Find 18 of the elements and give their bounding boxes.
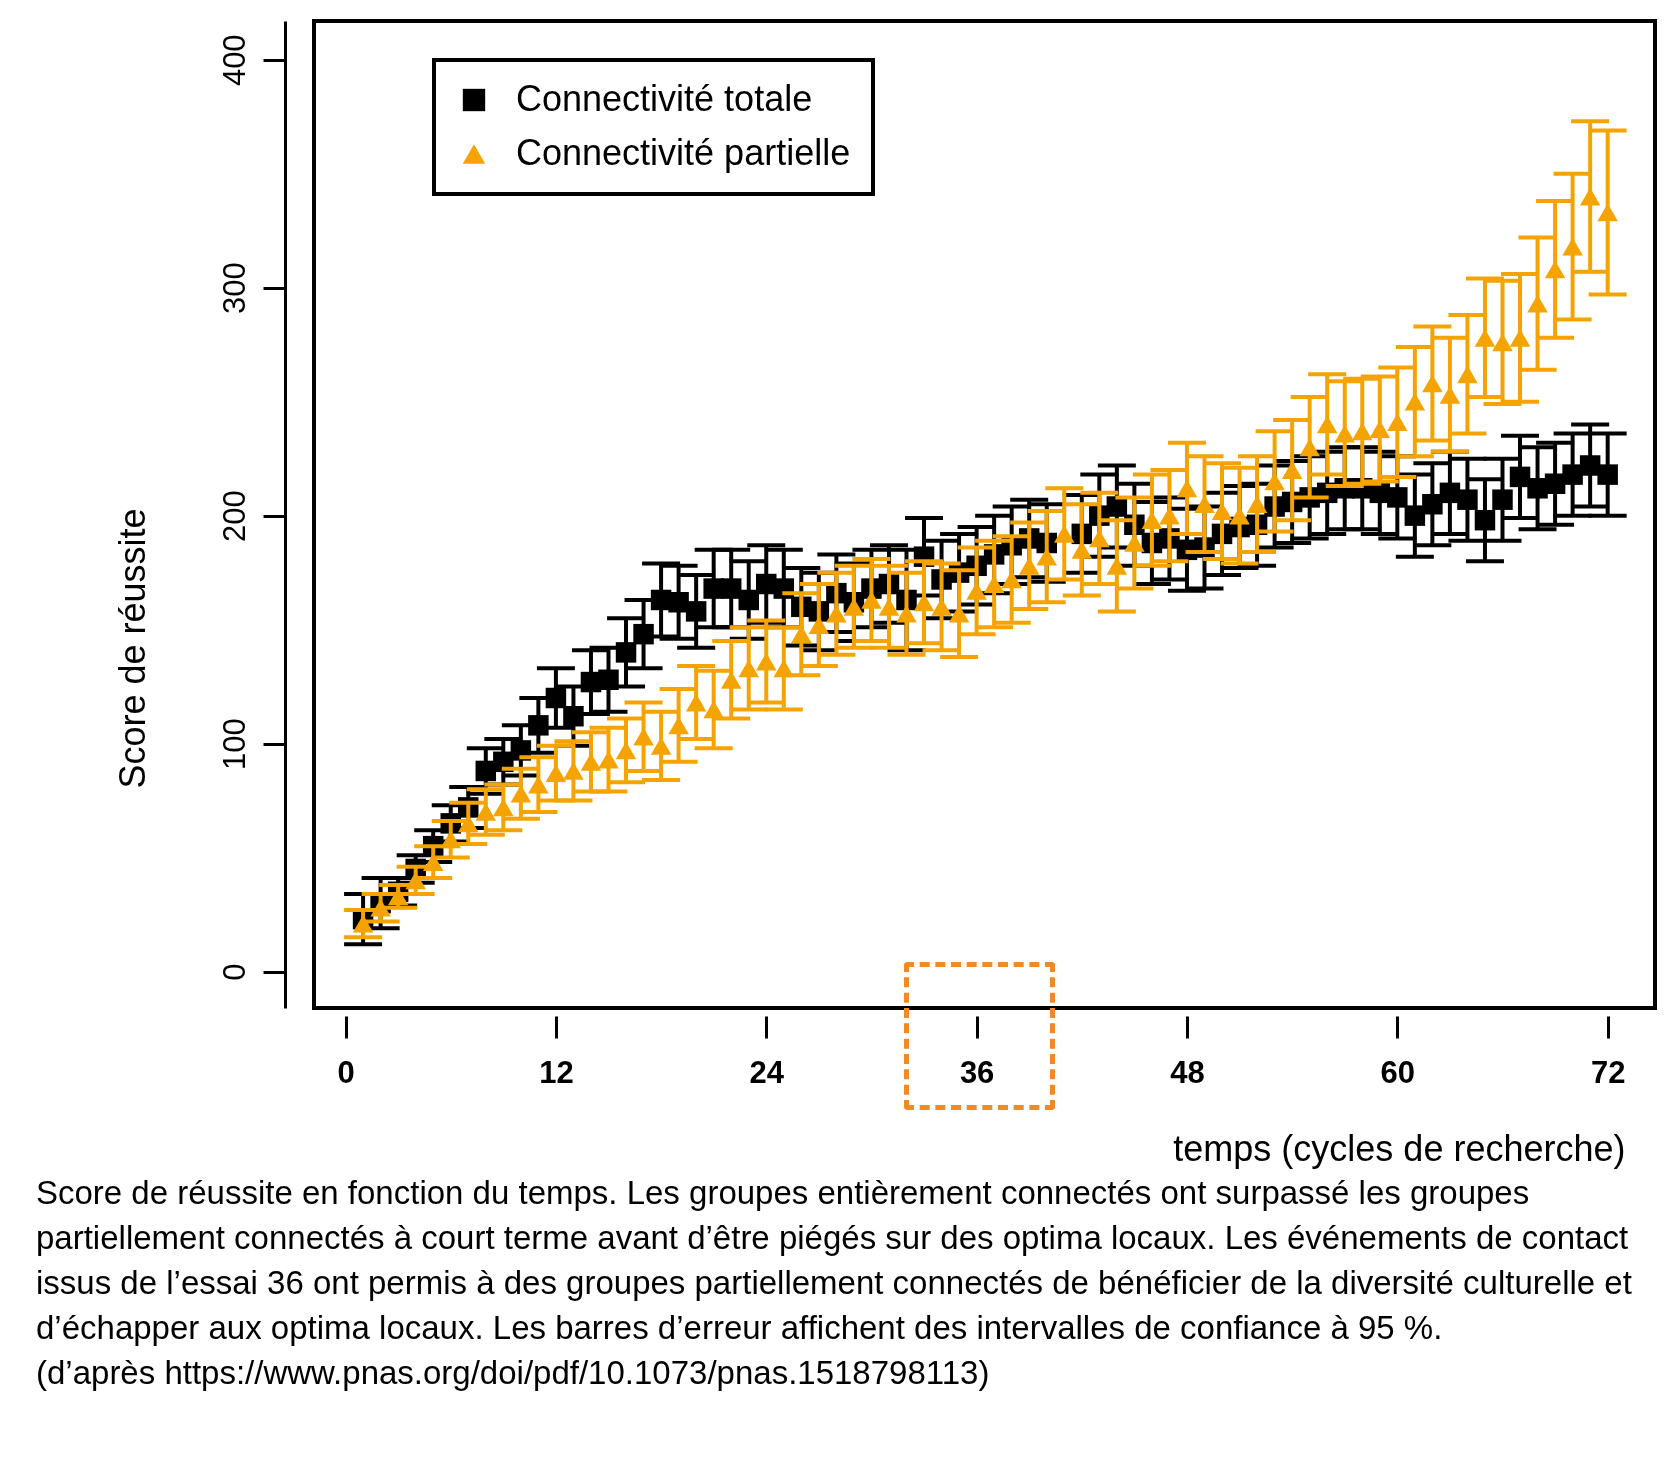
x-tick-label: 0 — [337, 1054, 355, 1090]
x-axis-title: temps (cycles de recherche) — [1173, 1127, 1626, 1169]
y-tick-label: 300 — [216, 262, 252, 315]
y-axis-title: Score de réussite — [111, 508, 153, 789]
y-tick-label: 200 — [216, 490, 252, 543]
x-tick-label: 24 — [749, 1054, 785, 1090]
legend-label: Connectivité partielle — [516, 132, 851, 173]
legend-label: Connectivité totale — [516, 78, 813, 119]
x-tick-label: 36 — [959, 1054, 995, 1090]
x-tick-label: 60 — [1380, 1054, 1416, 1090]
y-tick-label: 400 — [216, 34, 252, 87]
y-tick-label: 0 — [216, 963, 252, 981]
x-tick-label: 48 — [1170, 1054, 1205, 1090]
text: Score de réussite en fonction du temps. Les groupes entièrement connectés ont surpassé les groupes partiellement connectés à court terme avant d’être piégés sur des optima locaux. Les événements de contact issus de l’essai 36 ont permis à des groupes partiellement connectés de bénéficier de la diversité culturelle et d’échapper aux optima locaux. Les barres d’erreur affichent des intervalles de confiance à 95 %. — [36, 1173, 1633, 1348]
x-tick-label: 72 — [1590, 1054, 1626, 1090]
y-tick-label: 100 — [216, 718, 252, 770]
text: (d’après https://www.pnas.org/doi/pdf/10.1073/pnas.1518798113) — [36, 1353, 991, 1393]
x-tick-label: 12 — [539, 1054, 574, 1090]
